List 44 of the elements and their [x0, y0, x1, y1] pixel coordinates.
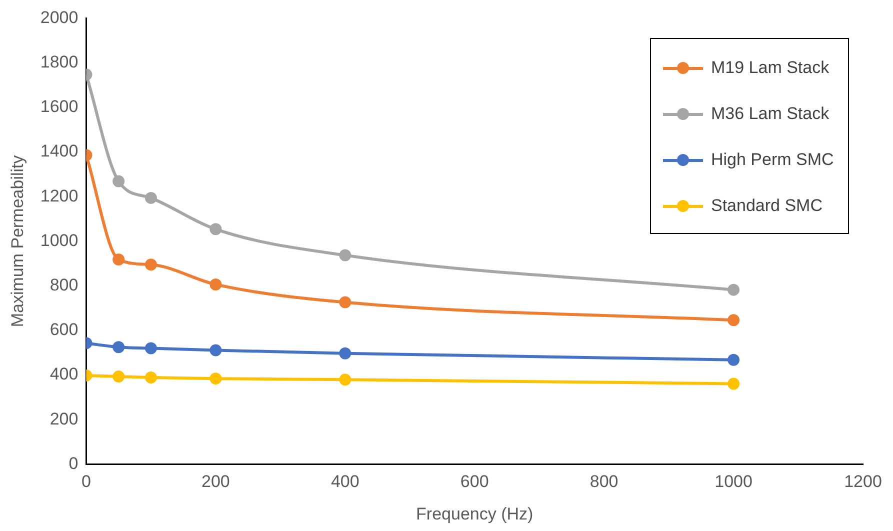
- point: [144, 342, 157, 354]
- y-axis-title: Maximum Permeability: [8, 154, 27, 328]
- point: [210, 223, 222, 236]
- point: [144, 192, 157, 204]
- point: [144, 371, 157, 384]
- x-tick-label: 200: [201, 472, 230, 492]
- y-tick-label: 1400: [40, 142, 78, 161]
- point: [112, 370, 125, 383]
- point: [728, 378, 740, 390]
- y-tick-label: 400: [50, 364, 78, 384]
- y-tick-label: 1600: [40, 97, 78, 116]
- point: [112, 341, 125, 354]
- y-tick-label: 800: [50, 275, 78, 294]
- x-axis-title: Frequency (Hz): [416, 504, 534, 524]
- point: [210, 278, 222, 290]
- legend-label: High Perm SMC: [711, 150, 834, 170]
- point: [112, 175, 125, 188]
- x-tick-label: 600: [460, 472, 489, 492]
- point: [339, 296, 352, 308]
- x-tick-label: 1200: [844, 472, 882, 492]
- y-tick-label: 200: [50, 409, 78, 428]
- legend-label: Standard SMC: [711, 196, 822, 216]
- legend-label: M19 Lam Stack: [711, 58, 830, 78]
- point: [728, 314, 740, 326]
- x-tick-label: 0: [81, 472, 91, 492]
- point: [210, 372, 222, 385]
- point: [210, 344, 222, 356]
- x-tick-label: 800: [590, 472, 618, 492]
- point: [728, 284, 740, 296]
- y-tick-label: 1000: [40, 230, 78, 250]
- y-tick-label: 1200: [40, 186, 78, 206]
- point: [144, 258, 157, 271]
- point: [112, 253, 125, 266]
- x-tick-label: 400: [330, 472, 360, 492]
- y-tick-label: 600: [50, 320, 78, 340]
- y-tick-label: 1800: [40, 52, 78, 72]
- point: [339, 249, 352, 262]
- point: [339, 374, 352, 386]
- x-tick-label: 1000: [714, 472, 752, 492]
- point: [728, 354, 740, 366]
- point: [339, 347, 352, 360]
- legend-label: M36 Lam Stack: [711, 104, 830, 124]
- y-tick-label: 2000: [40, 8, 78, 27]
- y-tick-label: 0: [68, 454, 78, 473]
